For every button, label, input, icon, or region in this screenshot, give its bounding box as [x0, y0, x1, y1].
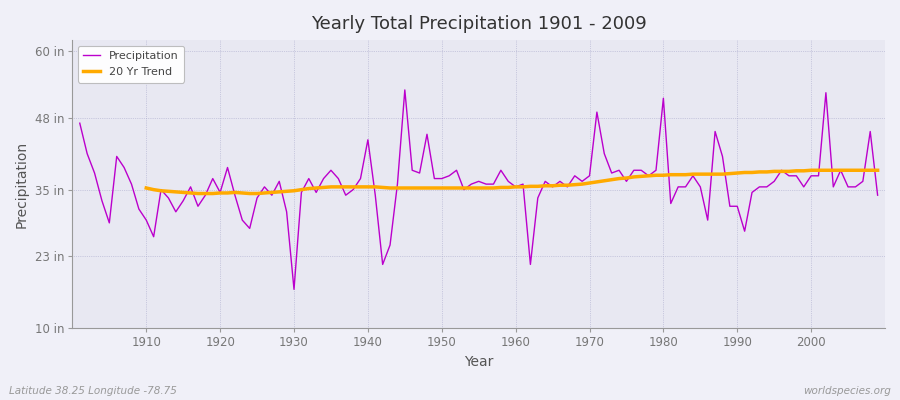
- 20 Yr Trend: [289, 188, 300, 193]
- Line: Precipitation: Precipitation: [80, 90, 878, 289]
- 20 Yr Trend: [872, 168, 883, 173]
- Precipitation: [133, 207, 144, 212]
- 20 Yr Trend: [319, 185, 329, 190]
- Precipitation: [525, 262, 535, 267]
- Precipitation: [614, 168, 625, 173]
- 20 Yr Trend: [525, 184, 535, 189]
- 20 Yr Trend: [828, 168, 839, 173]
- 20 Yr Trend: [193, 191, 203, 196]
- Precipitation: [518, 182, 528, 186]
- X-axis label: Year: Year: [464, 355, 493, 369]
- 20 Yr Trend: [806, 168, 816, 173]
- 20 Yr Trend: [850, 168, 861, 173]
- Precipitation: [400, 88, 410, 92]
- Precipitation: [347, 187, 358, 192]
- Precipitation: [75, 121, 86, 126]
- Text: worldspecies.org: worldspecies.org: [803, 386, 891, 396]
- Precipitation: [872, 193, 883, 198]
- Line: 20 Yr Trend: 20 Yr Trend: [147, 170, 878, 194]
- Title: Yearly Total Precipitation 1901 - 2009: Yearly Total Precipitation 1901 - 2009: [310, 15, 646, 33]
- Y-axis label: Precipitation: Precipitation: [15, 140, 29, 228]
- Precipitation: [289, 287, 300, 292]
- Legend: Precipitation, 20 Yr Trend: Precipitation, 20 Yr Trend: [78, 46, 184, 82]
- 20 Yr Trend: [584, 181, 595, 186]
- Text: Latitude 38.25 Longitude -78.75: Latitude 38.25 Longitude -78.75: [9, 386, 177, 396]
- Precipitation: [303, 176, 314, 181]
- 20 Yr Trend: [141, 186, 152, 190]
